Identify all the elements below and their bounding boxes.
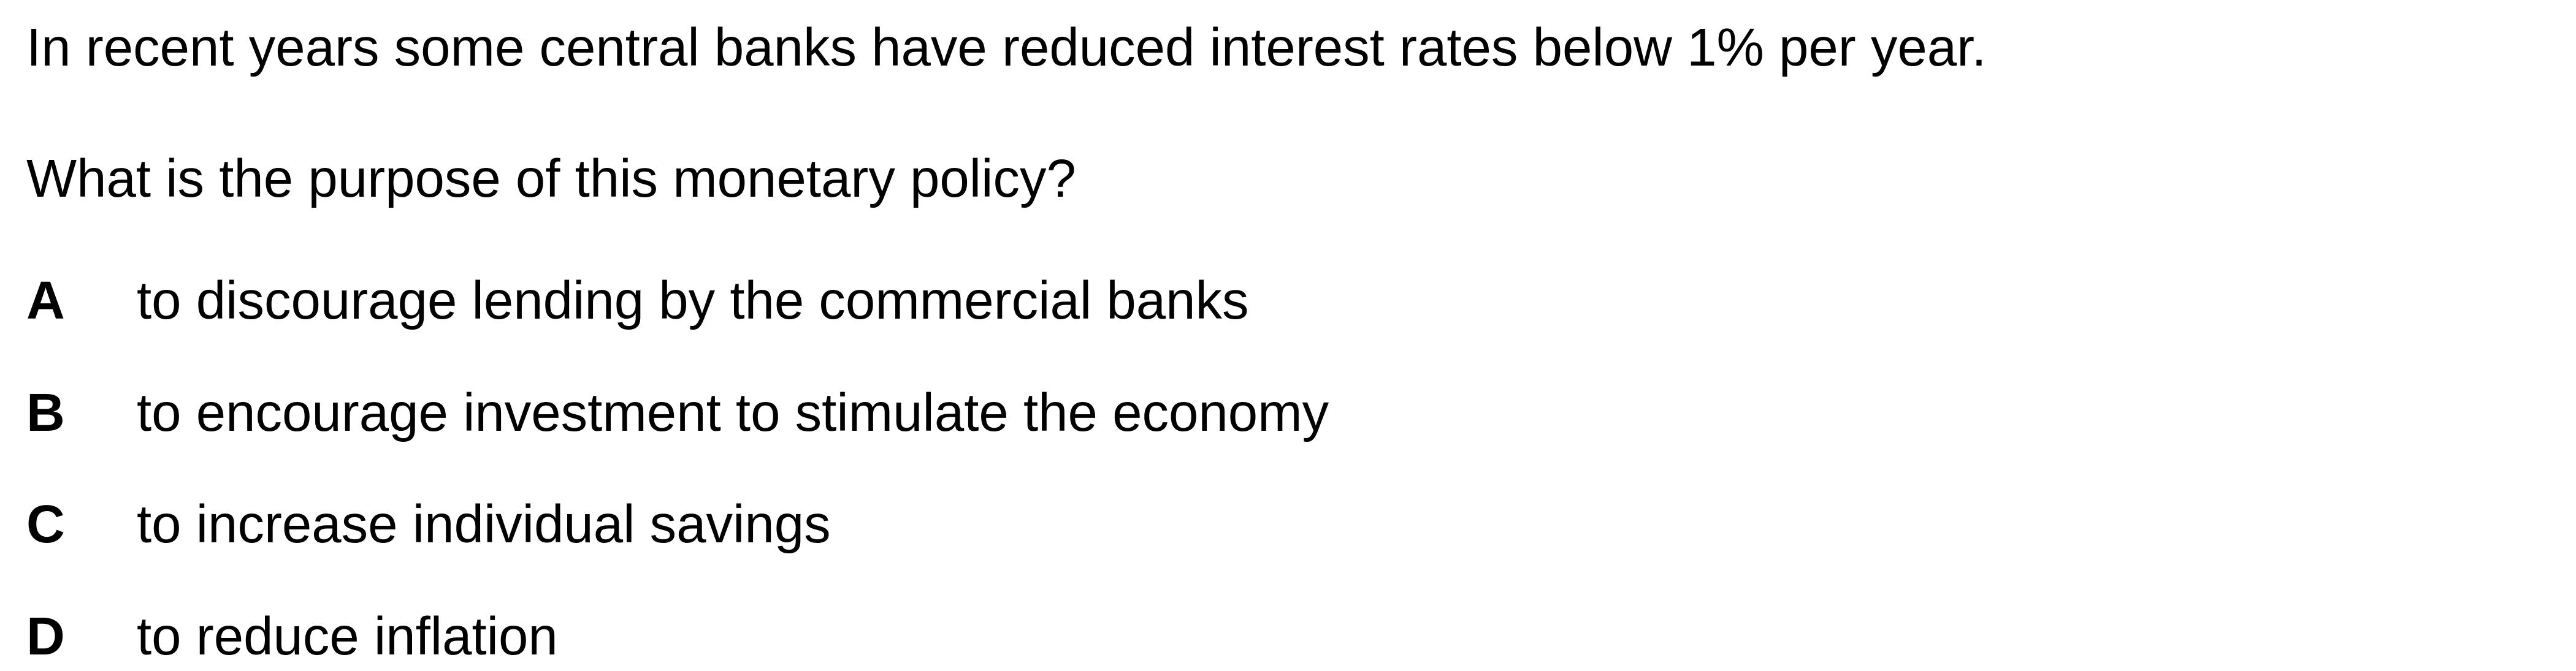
option-text: to increase individual savings bbox=[137, 495, 831, 554]
option-text: to discourage lending by the commercial … bbox=[137, 271, 1249, 330]
option-text: to encourage investment to stimulate the… bbox=[137, 383, 1329, 442]
question-prompt: What is the purpose of this monetary pol… bbox=[26, 149, 1076, 208]
option-letter: D bbox=[26, 607, 65, 666]
option-letter: B bbox=[26, 383, 65, 442]
option-text: to reduce inflation bbox=[137, 607, 558, 666]
question-intro: In recent years some central banks have … bbox=[26, 18, 1987, 77]
option-letter: A bbox=[26, 271, 65, 330]
option-letter: C bbox=[26, 495, 65, 554]
